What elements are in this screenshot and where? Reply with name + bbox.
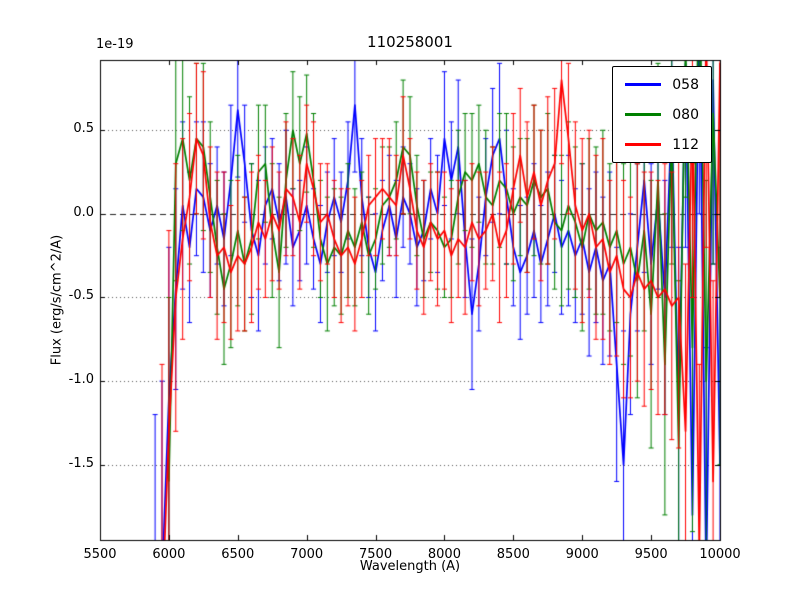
x-tick-label: 7500 bbox=[359, 547, 393, 562]
legend: 058 080 112 bbox=[612, 66, 712, 163]
x-tick-label: 6000 bbox=[152, 547, 186, 562]
y-tick-label: -0.5 bbox=[68, 288, 94, 304]
x-tick-label: 9500 bbox=[634, 547, 668, 562]
x-tick-label: 10000 bbox=[699, 547, 741, 562]
x-tick-label: 8000 bbox=[427, 547, 461, 562]
legend-item-112: 112 bbox=[625, 134, 699, 155]
y-axis-offset-label: 1e-19 bbox=[96, 37, 134, 52]
x-tick-label: 8500 bbox=[496, 547, 530, 562]
chart-title: 110258001 bbox=[367, 33, 453, 51]
y-tick-label: 0.0 bbox=[73, 204, 94, 220]
legend-label: 080 bbox=[672, 106, 699, 123]
legend-line-sample bbox=[625, 113, 662, 116]
x-tick-label: 5500 bbox=[83, 547, 117, 562]
y-tick-label: -1.5 bbox=[68, 455, 94, 471]
legend-item-080: 080 bbox=[625, 104, 699, 125]
legend-line-sample bbox=[625, 83, 662, 86]
y-tick-label: -1.0 bbox=[68, 372, 94, 388]
legend-label: 058 bbox=[672, 76, 699, 93]
legend-label: 112 bbox=[672, 136, 699, 153]
x-tick-label: 7000 bbox=[290, 547, 324, 562]
legend-line-sample bbox=[625, 143, 662, 146]
x-tick-label: 9000 bbox=[565, 547, 599, 562]
y-tick-label: 0.5 bbox=[73, 121, 94, 137]
x-tick-label: 6500 bbox=[221, 547, 255, 562]
x-axis-label: Wavelength (A) bbox=[359, 559, 461, 574]
legend-item-058: 058 bbox=[625, 74, 699, 95]
